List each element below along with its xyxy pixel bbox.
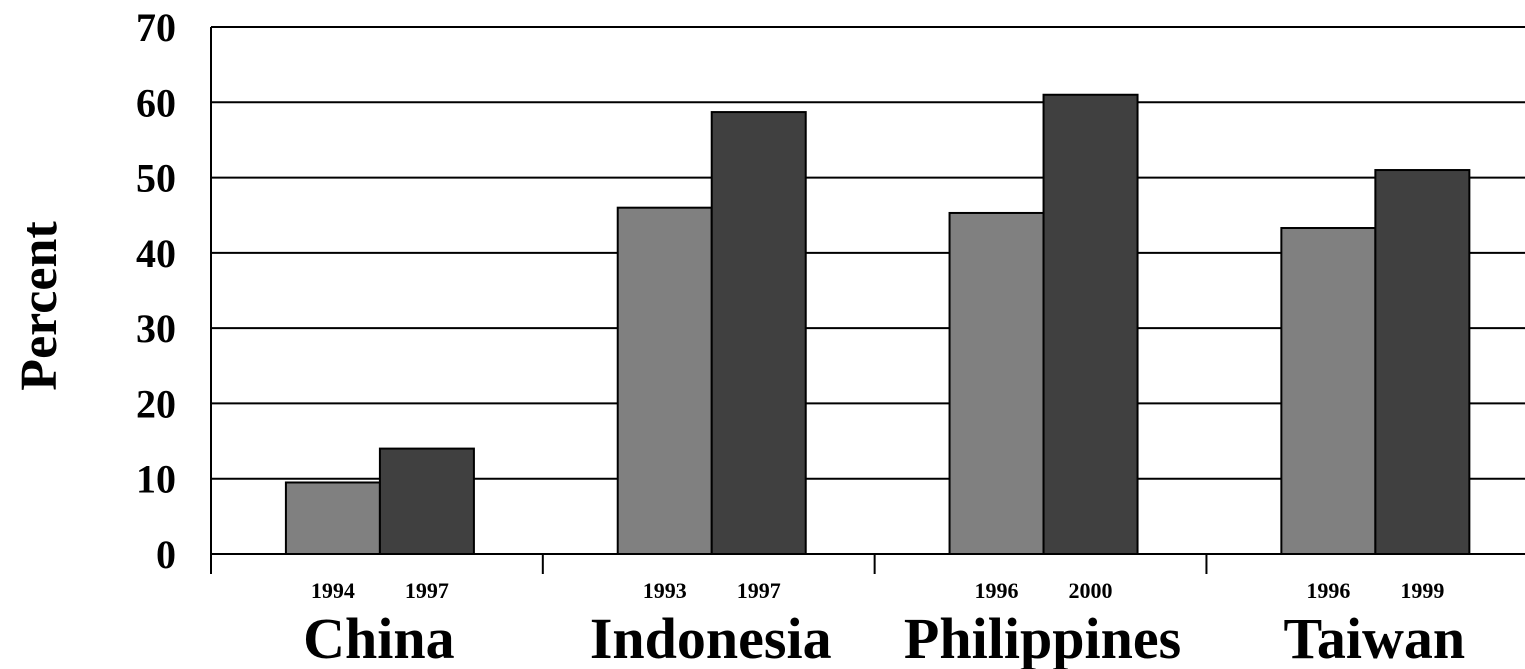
bar-indonesia-1993 [616, 206, 713, 556]
year-label: 2000 [1069, 578, 1113, 603]
y-tick-label: 70 [136, 5, 176, 50]
year-label: 1994 [311, 578, 355, 603]
y-tick-label: 30 [136, 306, 176, 351]
year-label: 1999 [1400, 578, 1444, 603]
bar-china-1997 [378, 447, 475, 556]
year-label: 1996 [975, 578, 1019, 603]
year-label: 1997 [737, 578, 781, 603]
year-label: 1997 [405, 578, 449, 603]
country-label: Indonesia [590, 606, 832, 669]
country-label: Philippines [904, 606, 1181, 669]
country-label: Taiwan [1284, 606, 1466, 669]
bar-taiwan-1996 [1280, 227, 1377, 556]
axes [210, 27, 1525, 574]
bar-china-1994 [284, 481, 381, 556]
country-label: China [303, 606, 455, 669]
gridlines [211, 26, 1525, 480]
year-label: 1993 [643, 578, 687, 603]
labels: 0 10 20 30 40 50 60 70 1994 1997 China 1993 1997 Indo… [136, 5, 1465, 669]
y-tick-label: 20 [136, 381, 176, 426]
y-tick-label: 10 [136, 457, 176, 502]
y-axis-title: Percent [11, 221, 68, 391]
bar-indonesia-1997 [710, 111, 807, 556]
bar-taiwan-1999 [1374, 169, 1471, 556]
bar-philippines-2000 [1042, 93, 1139, 555]
y-tick-label: 60 [136, 80, 176, 125]
bars [284, 93, 1471, 556]
y-tick-label: 0 [156, 532, 176, 577]
bar-philippines-1996 [948, 211, 1045, 555]
y-tick-label: 40 [136, 231, 176, 276]
y-tick-label: 50 [136, 156, 176, 201]
year-label: 1996 [1306, 578, 1350, 603]
